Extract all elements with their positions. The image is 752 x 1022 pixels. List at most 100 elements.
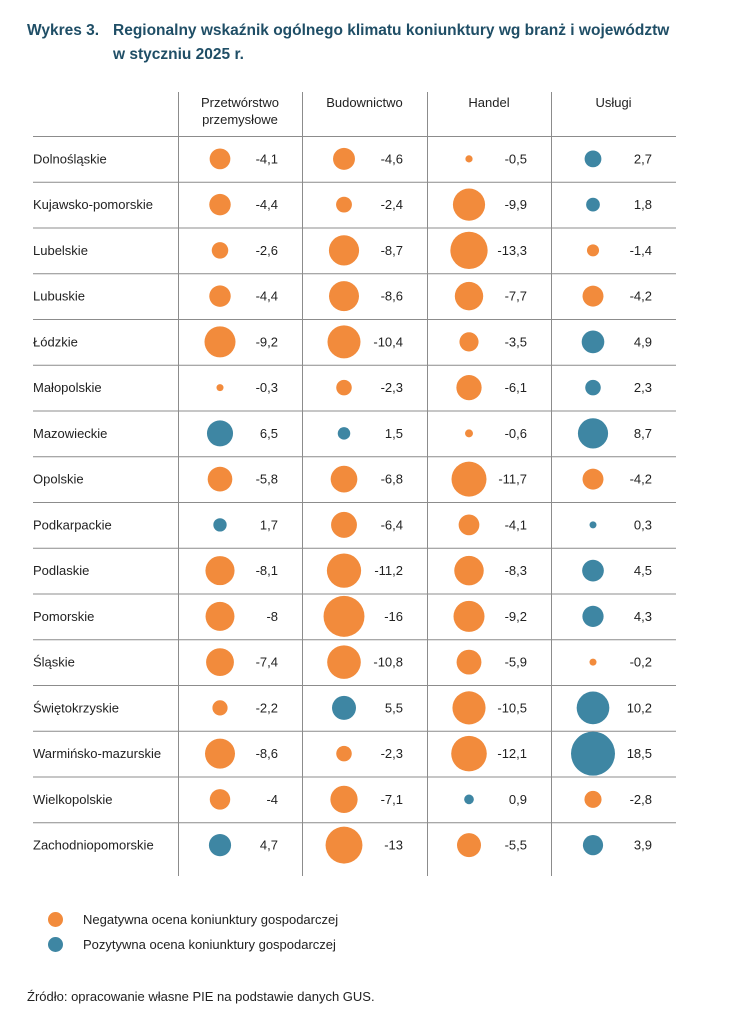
chart-title-line-1: Regionalny wskaźnik ogólnego klimatu kon… [113,22,670,39]
data-label: 4,7 [260,838,278,853]
row-label: Lubelskie [33,243,88,258]
bubble [577,418,609,449]
data-label: -9,2 [505,609,527,624]
data-label: -0,5 [505,151,527,166]
data-label: -12,1 [497,746,527,761]
row-label: Podkarpackie [33,517,112,532]
row-label: Pomorskie [33,609,94,624]
row-label: Podlaskie [33,563,89,578]
row-label: Zachodniopomorskie [33,838,154,853]
row-label: Kujawsko-pomorskie [33,197,153,212]
data-label: 3,9 [634,838,652,853]
bubble [450,231,488,270]
bubble [208,834,232,857]
data-label: 2,3 [634,380,652,395]
data-label: -2,2 [256,700,278,715]
data-label: -5,5 [505,838,527,853]
bubble [582,605,604,627]
data-label: -0,3 [256,380,278,395]
bubble [464,794,474,805]
bubble [465,429,473,438]
row-label: Opolskie [33,472,84,487]
data-label: -10,5 [497,700,527,715]
data-label: -2,6 [256,243,278,258]
column-header-label: przemysłowe [202,112,278,127]
data-label: -13 [384,838,403,853]
bubble [336,196,352,213]
bubble [451,735,487,772]
bubble [589,658,597,666]
data-label: -8,1 [256,563,278,578]
data-label: -10,4 [373,334,403,349]
bubble [206,648,234,677]
bubble [589,521,597,529]
bubble [205,738,235,769]
bubble [581,330,605,354]
bubble [452,188,486,221]
row-label: Małopolskie [33,380,102,395]
bubble [582,835,604,856]
data-label: 0,3 [634,517,652,532]
data-label: -4,4 [256,289,278,304]
bubble [571,731,615,776]
bubble [323,595,365,637]
bubble [209,193,231,216]
bubble [327,645,361,679]
data-label: -1,4 [630,243,652,258]
data-label: -16 [384,609,403,624]
bubble [209,285,231,307]
data-label: -3,5 [505,334,527,349]
bubble [326,553,362,588]
data-label: -6,1 [505,380,527,395]
row-label: Dolnośląskie [33,151,107,166]
bubble [456,649,482,675]
data-label: -9,2 [256,334,278,349]
row-label: Mazowieckie [33,426,107,441]
row-label: Warmińsko-mazurskie [33,746,161,761]
bubble [584,790,602,808]
bubble [582,468,604,490]
column-header-label: Budownictwo [326,95,403,110]
data-label: 1,8 [634,197,652,212]
data-label: 8,7 [634,426,652,441]
data-label: -0,2 [630,655,652,670]
data-label: -8,3 [505,563,527,578]
bubble [328,235,360,266]
data-label: -10,8 [373,655,403,670]
data-label: -8,6 [381,289,403,304]
bubble [336,379,352,396]
bubble [213,518,227,532]
column-header-label: Handel [468,95,509,110]
data-label: -2,4 [381,197,403,212]
data-label: -11,2 [374,563,403,578]
legend-positive-marker [48,937,63,952]
bubble [206,420,234,447]
bubble [452,691,486,725]
legend-positive-label: Pozytywna ocena koniunktury gospodarczej [83,937,336,952]
data-label: -5,9 [505,655,527,670]
bubble [209,789,231,810]
bubble [330,785,358,814]
data-label: -6,8 [381,472,403,487]
bubble [325,826,363,864]
bubble [329,281,359,312]
bubble [456,374,482,401]
column-header-label: Przetwórstwo [201,95,279,110]
bubble [585,379,601,396]
data-label: 1,5 [385,426,403,441]
data-label: 1,7 [260,517,278,532]
data-label: 10,2 [627,700,652,715]
row-label: Wielkopolskie [33,792,112,807]
bubble [454,281,484,311]
bubble [207,466,233,492]
data-label: -2,8 [630,792,652,807]
data-label: -8,7 [381,243,403,258]
bubble [582,559,604,582]
data-label: -6,4 [381,517,403,532]
bubble [331,511,357,538]
data-label: -4,4 [256,197,278,212]
data-label: -13,3 [497,243,527,258]
column-header-label: Usługi [595,95,631,110]
bubble [584,150,602,168]
bubble [332,695,356,720]
